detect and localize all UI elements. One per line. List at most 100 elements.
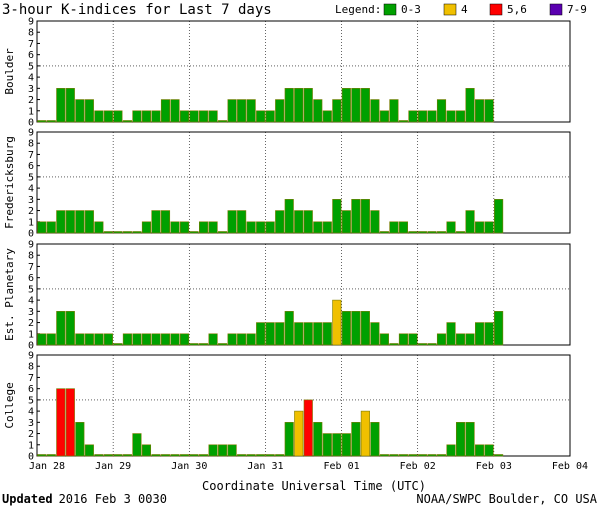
bar: [37, 221, 47, 234]
bar: [199, 110, 209, 123]
bar: [284, 422, 294, 457]
y-tick-label: 2: [28, 318, 34, 329]
bar: [436, 99, 447, 123]
y-tick-label: 3: [28, 195, 34, 206]
bar: [160, 454, 171, 457]
bar: [94, 110, 104, 123]
bar: [141, 333, 152, 346]
bar: [208, 333, 218, 346]
bar: [370, 422, 380, 457]
bar: [151, 210, 161, 234]
bar: [113, 343, 123, 346]
bar: [132, 433, 142, 457]
y-tick-label: 5: [28, 172, 34, 183]
y-tick-label: 4: [28, 407, 34, 418]
bar: [256, 221, 266, 234]
bar: [275, 322, 285, 346]
bar: [398, 333, 408, 346]
bar: [494, 199, 504, 234]
y-tick-label: 8: [28, 28, 34, 39]
bar: [303, 322, 313, 346]
bar: [313, 422, 323, 457]
bar: [475, 99, 485, 123]
bar: [160, 210, 171, 234]
bar: [284, 88, 294, 123]
bar: [46, 454, 56, 457]
y-tick-label: 9: [28, 17, 34, 28]
bar: [75, 99, 85, 123]
bar: [417, 454, 428, 457]
bar: [341, 88, 351, 123]
updated-value: 2016 Feb 3 0030: [59, 492, 167, 506]
legend: Legend: 0-3 4 5,6 7-9: [335, 3, 587, 16]
y-tick-label: 8: [28, 251, 34, 262]
x-tick-label: Feb 01: [324, 461, 360, 472]
x-tick-label: Feb 02: [400, 461, 436, 472]
bar: [122, 120, 132, 123]
bar: [237, 210, 247, 234]
bar: [218, 231, 228, 234]
bar: [227, 444, 237, 457]
bar: [389, 343, 399, 346]
bar: [65, 210, 75, 234]
y-tick-label: 7: [28, 262, 34, 273]
bar: [294, 410, 304, 457]
bar: [246, 333, 256, 346]
bar: [494, 454, 504, 457]
bar: [84, 210, 94, 234]
bar: [332, 433, 342, 457]
bar: [265, 221, 275, 234]
bar: [189, 231, 199, 234]
bar: [408, 231, 418, 234]
bar: [256, 110, 266, 123]
bar: [294, 322, 304, 346]
bar: [332, 99, 342, 123]
bar: [475, 444, 485, 457]
y-tick-label: 1: [28, 329, 34, 340]
bar: [208, 444, 218, 457]
y-tick-label: 4: [28, 184, 34, 195]
bar: [294, 88, 304, 123]
bar: [256, 454, 266, 457]
bar: [379, 333, 389, 346]
bar: [427, 231, 437, 234]
bar: [465, 88, 475, 123]
y-tick-label: 7: [28, 150, 34, 161]
bar: [303, 210, 313, 234]
x-axis-title: Coordinate Universal Time (UTC): [202, 479, 426, 493]
bar: [341, 433, 351, 457]
y-tick-label: 2: [28, 206, 34, 217]
bar: [389, 99, 399, 123]
bar: [160, 99, 171, 123]
bar: [294, 210, 304, 234]
bar: [398, 454, 408, 457]
bar: [56, 388, 66, 457]
bar: [56, 210, 66, 234]
bar: [199, 454, 209, 457]
bar: [75, 422, 85, 457]
y-tick-label: 0: [28, 452, 34, 463]
bar: [113, 110, 123, 123]
bar: [227, 333, 237, 346]
bar: [351, 199, 361, 234]
bar: [237, 454, 247, 457]
y-tick-label: 6: [28, 161, 34, 172]
chart-panels: 0123456789Boulder0123456789Fredericksbur…: [3, 17, 571, 463]
y-tick-label: 9: [28, 351, 34, 362]
bar: [427, 110, 437, 123]
panel-label: Boulder: [3, 48, 16, 95]
bar: [56, 88, 66, 123]
panel-label: Est. Planetary: [3, 248, 16, 341]
bar: [284, 199, 294, 234]
bar: [208, 221, 218, 234]
bar: [351, 422, 361, 457]
legend-swatch-4: [443, 3, 457, 16]
panel-frame: [36, 354, 571, 457]
source-credit: NOAA/SWPC Boulder, CO USA: [416, 492, 597, 506]
bar: [370, 99, 380, 123]
panel-label: College: [3, 382, 16, 428]
bar: [455, 231, 466, 234]
